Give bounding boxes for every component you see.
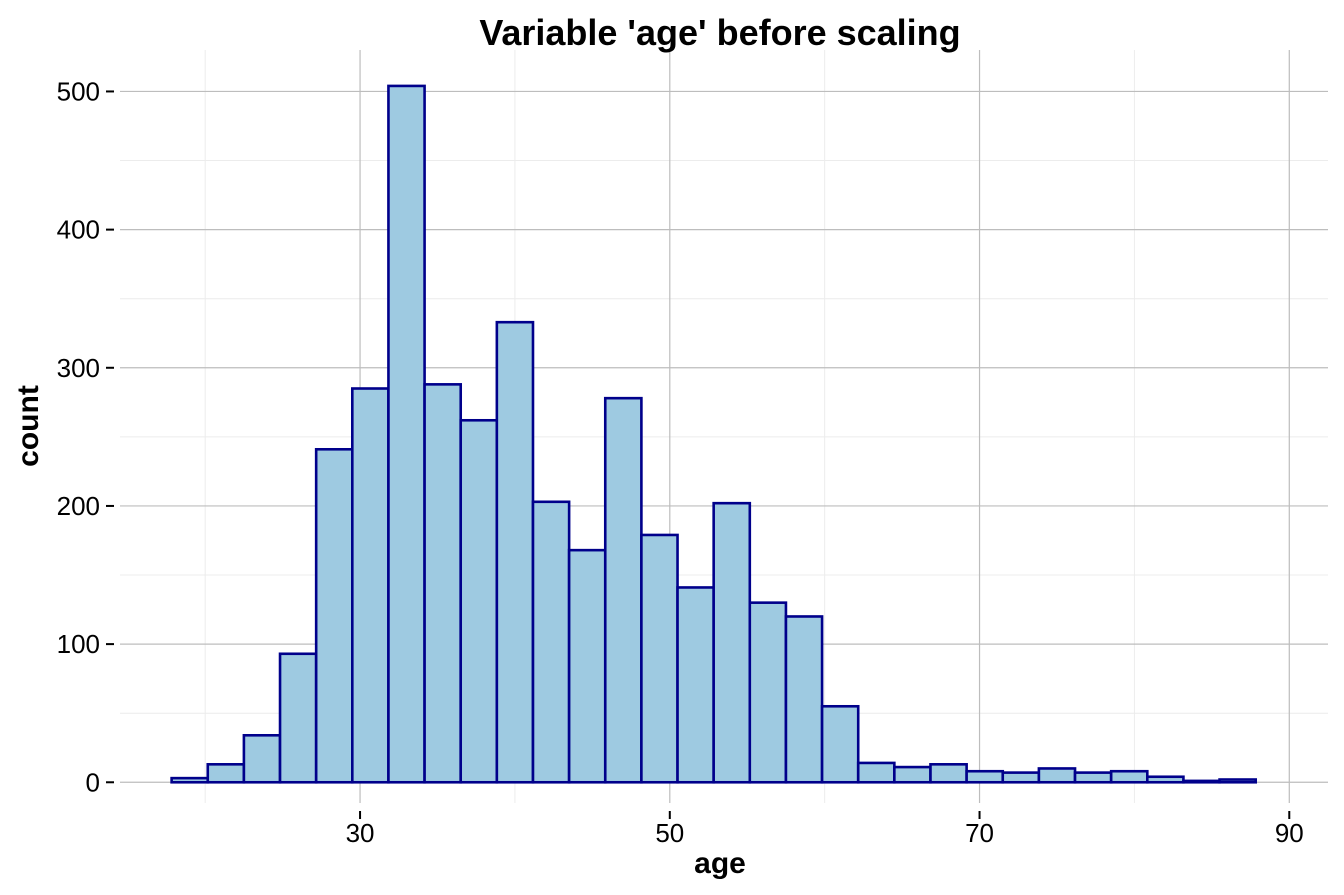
y-tick-label: 200 xyxy=(57,491,100,521)
histogram-bar xyxy=(640,533,679,784)
histogram-bar xyxy=(567,548,607,784)
histogram-bar xyxy=(712,501,752,784)
histogram-bar xyxy=(784,615,824,784)
histogram-bar xyxy=(965,769,1005,784)
x-tick-label: 70 xyxy=(965,818,994,848)
histogram-bar xyxy=(387,84,426,784)
histogram-bar xyxy=(351,387,390,784)
histogram-bar xyxy=(856,761,896,784)
histogram-bar xyxy=(206,763,246,784)
x-tick-label: 50 xyxy=(655,818,684,848)
histogram-bar xyxy=(1146,775,1185,784)
histogram-bars xyxy=(170,84,1258,784)
histogram-bar xyxy=(1001,771,1041,784)
histogram-bar xyxy=(676,586,715,784)
histogram-bar xyxy=(423,383,463,784)
x-axis-label: age xyxy=(694,847,746,880)
histogram-bar xyxy=(1073,771,1113,784)
histogram-bar xyxy=(1037,767,1077,784)
histogram-bar xyxy=(1218,778,1258,784)
y-tick-label: 400 xyxy=(57,215,100,245)
histogram-bar xyxy=(820,704,860,784)
histogram-bar xyxy=(748,601,788,784)
histogram-bar xyxy=(459,418,499,784)
histogram-bar xyxy=(495,320,535,784)
histogram-bar xyxy=(929,763,968,784)
chart-title: Variable 'age' before scaling xyxy=(479,12,960,53)
y-tick-label: 300 xyxy=(57,353,100,383)
y-tick-label: 100 xyxy=(57,629,100,659)
histogram-bar xyxy=(893,765,932,784)
histogram-bar xyxy=(603,396,643,784)
axis-ticks: 0 100 200 300 400 500 30 50 70 90 xyxy=(57,76,1304,848)
x-tick-label: 30 xyxy=(346,818,375,848)
y-tick-label: 500 xyxy=(57,76,100,106)
histogram-bar xyxy=(314,447,354,784)
histogram-bar xyxy=(1182,779,1221,784)
y-tick-label: 0 xyxy=(86,767,100,797)
y-axis-label: count xyxy=(12,385,45,467)
histogram-bar xyxy=(278,652,318,784)
x-tick-label: 90 xyxy=(1275,818,1304,848)
histogram-bar xyxy=(1109,769,1149,784)
histogram-bar xyxy=(531,500,571,784)
histogram-bar xyxy=(170,776,210,784)
histogram-bar xyxy=(242,733,282,784)
